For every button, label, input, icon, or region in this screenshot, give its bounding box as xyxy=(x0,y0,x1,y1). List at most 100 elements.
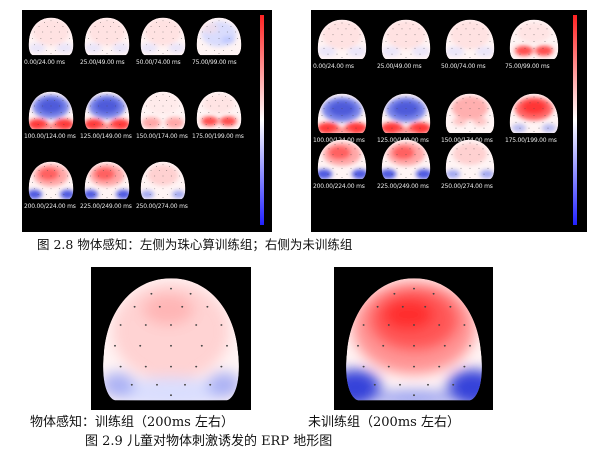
electrode-dot xyxy=(123,188,124,190)
topo-blob xyxy=(116,189,130,200)
electrode-dot xyxy=(487,47,489,49)
electrode-dot xyxy=(50,31,52,33)
electrode-dot xyxy=(68,182,70,183)
electrode-dot xyxy=(400,53,402,55)
electrode-dot xyxy=(480,41,482,42)
electrode-dot xyxy=(401,305,404,308)
electrode-dot xyxy=(94,26,96,27)
electrode-dot xyxy=(38,26,40,27)
electrode-dot xyxy=(359,167,361,169)
electrode-dot xyxy=(57,22,58,23)
electrode-dot xyxy=(533,115,535,116)
electrode-dot xyxy=(223,124,225,125)
electrode-dot xyxy=(174,170,176,171)
electrode-dot xyxy=(323,121,325,123)
electrode-dot xyxy=(546,102,548,104)
topo-blob xyxy=(172,190,186,199)
electrode-dot xyxy=(231,50,233,51)
electrode-dot xyxy=(474,53,476,55)
electrode-dot xyxy=(157,50,159,51)
electrode-dot xyxy=(409,28,411,30)
electrode-dot xyxy=(93,194,95,195)
electrode-dot xyxy=(513,115,515,116)
topo-blob xyxy=(94,167,115,181)
electrode-dot xyxy=(405,131,407,132)
electrode-dot xyxy=(62,26,64,27)
electrode-dot xyxy=(170,105,172,107)
electrode-dot xyxy=(387,154,389,156)
electrode-dot xyxy=(396,108,398,110)
electrode-dot xyxy=(462,98,464,100)
electrode-dot xyxy=(220,365,223,368)
electrode-dot xyxy=(42,105,44,107)
electrode-dot xyxy=(341,177,343,178)
topo-blob xyxy=(142,117,161,129)
electrode-dot xyxy=(106,20,108,22)
topo-blob xyxy=(84,43,102,53)
time-label: 250.00/274.00 ms xyxy=(136,203,188,210)
electrode-dot xyxy=(334,98,336,100)
topo-blob xyxy=(476,46,494,57)
electrode-dot xyxy=(42,175,44,177)
electrode-dot xyxy=(231,124,233,125)
electrode-dot xyxy=(50,53,52,54)
electrode-dot xyxy=(392,28,394,30)
electrode-dot xyxy=(401,148,403,150)
electrode-dot xyxy=(162,197,164,198)
electrode-dot xyxy=(123,105,124,107)
topo-blob xyxy=(165,117,184,129)
electrode-dot xyxy=(98,44,100,46)
electrode-dot xyxy=(405,177,407,178)
electrode-dot xyxy=(474,173,476,175)
electrode-dot xyxy=(341,161,343,162)
electrode-dot xyxy=(55,124,57,125)
electrode-dot xyxy=(469,34,471,36)
electrode-dot xyxy=(469,47,471,49)
electrode-dot xyxy=(538,127,540,129)
electrode-dot xyxy=(469,154,471,156)
electrode-dot xyxy=(119,365,122,368)
topomap-25004900 xyxy=(381,19,431,60)
electrode-dot xyxy=(410,173,412,175)
electrode-dot xyxy=(123,175,124,177)
topomap-1250014900 xyxy=(84,91,130,130)
electrode-dot xyxy=(34,31,35,33)
electrode-dot xyxy=(398,144,400,146)
topomap-1750019900 xyxy=(196,91,242,130)
electrode-dot xyxy=(412,98,414,100)
electrode-dot xyxy=(90,31,91,33)
electrode-dot xyxy=(487,108,489,110)
electrode-dot xyxy=(474,127,476,129)
electrode-dot xyxy=(396,167,398,169)
electrode-dot xyxy=(551,47,553,49)
electrode-dot xyxy=(223,50,225,51)
electrode-dot xyxy=(106,44,108,46)
electrode-dot xyxy=(34,105,35,107)
electrode-dot xyxy=(526,24,528,26)
electrode-dot xyxy=(181,305,184,308)
electrode-dot xyxy=(40,112,42,113)
topo-blob xyxy=(115,377,227,401)
topo-blob xyxy=(517,22,551,43)
topo-blob xyxy=(346,369,381,401)
electrode-dot xyxy=(359,34,361,36)
electrode-dot xyxy=(205,50,207,51)
electrode-dot xyxy=(405,41,407,42)
electrode-dot xyxy=(413,324,415,326)
electrode-dot xyxy=(144,365,147,368)
electrode-dot xyxy=(236,38,238,39)
electrode-dot xyxy=(341,57,343,58)
electrode-dot xyxy=(533,57,535,58)
electrode-dot xyxy=(130,383,133,386)
electrode-dot xyxy=(387,121,389,123)
electrode-dot xyxy=(96,38,98,39)
electrode-dot xyxy=(341,167,343,169)
electrode-dot xyxy=(55,194,57,195)
electrode-dot xyxy=(542,108,544,110)
electrode-dot xyxy=(170,287,172,290)
electrode-dot xyxy=(385,41,387,42)
electrode-dot xyxy=(469,96,471,98)
electrode-dot xyxy=(46,170,48,171)
electrode-dot xyxy=(212,96,213,97)
time-label: 175.00/199.00 ms xyxy=(505,137,557,144)
